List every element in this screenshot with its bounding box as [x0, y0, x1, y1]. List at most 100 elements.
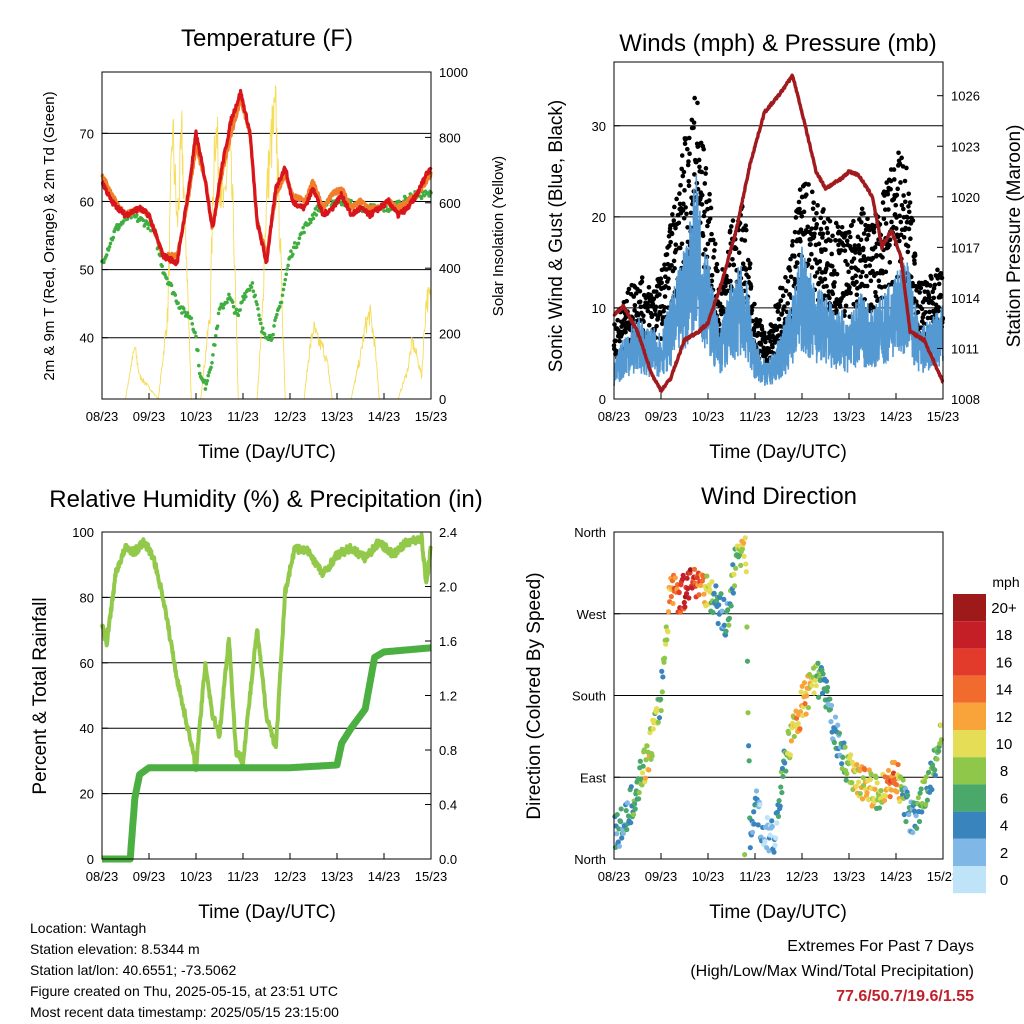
dewpoint-point: [205, 379, 210, 383]
direction-point: [783, 768, 789, 774]
dewpoint-point: [280, 293, 285, 298]
direction-point: [919, 809, 925, 815]
dewpoint-point: [193, 330, 197, 335]
direction-point: [701, 591, 707, 597]
direction-point: [641, 747, 647, 753]
gust-point: [692, 95, 697, 101]
gust-point: [758, 342, 764, 347]
direction-point: [938, 722, 944, 728]
direction-point: [776, 798, 782, 804]
gust-point: [612, 322, 617, 327]
gust-point: [866, 223, 871, 229]
gust-point: [830, 233, 835, 239]
gust-point: [914, 299, 919, 304]
direction-point: [798, 689, 804, 695]
dewpoint-point: [196, 348, 200, 353]
direction-point: [721, 622, 727, 628]
gust-point: [897, 213, 902, 219]
dewpoint-point: [231, 304, 236, 309]
gust-point: [731, 262, 737, 268]
direction-point: [646, 767, 652, 773]
direction-point: [774, 809, 780, 815]
direction-point: [624, 800, 630, 806]
gust-point: [830, 291, 836, 297]
gust-point: [899, 202, 905, 208]
gust-point: [892, 177, 897, 182]
humidity-ylabel-left: Percent & Total Rainfall: [30, 597, 51, 794]
gust-point: [853, 273, 858, 279]
elevation-text: Station elevation: 8.5344 m: [30, 941, 200, 957]
temp-9m-line: [100, 97, 433, 260]
direction-ytick-label: East: [580, 770, 606, 785]
direction-point: [624, 826, 630, 833]
legend-label: 18: [996, 627, 1013, 644]
gust-point: [705, 223, 710, 229]
gust-point: [906, 226, 912, 232]
gust-point: [677, 191, 682, 196]
direction-point: [649, 753, 655, 759]
humidity-xtick-label: 10/23: [180, 869, 213, 884]
direction-point: [844, 771, 850, 777]
gust-point: [905, 215, 910, 220]
direction-point: [777, 803, 783, 809]
direction-point: [775, 813, 782, 820]
gust-point: [730, 256, 735, 262]
direction-point: [726, 615, 733, 621]
gust-point: [657, 311, 663, 317]
temperature-ytick-label: 70: [80, 126, 94, 141]
gust-point: [665, 261, 671, 267]
direction-point: [710, 609, 716, 616]
direction-point: [849, 780, 855, 786]
gust-point: [812, 274, 818, 279]
gust-point: [805, 224, 811, 230]
dewpoint-point: [253, 293, 258, 298]
direction-point: [691, 566, 698, 572]
gust-point: [860, 269, 865, 275]
direction-point: [744, 658, 751, 664]
dewpoint-point: [294, 245, 299, 250]
gust-point: [817, 259, 823, 264]
dewpoint-point: [268, 333, 273, 338]
humidity-xtick-label: 15/23: [415, 869, 448, 884]
dewpoint-point: [160, 264, 164, 268]
gust-point: [702, 181, 708, 186]
gust-point: [880, 200, 886, 205]
legend-swatch: [953, 702, 986, 730]
winds-ytick-right-label: 1023: [951, 139, 980, 154]
gust-point: [927, 309, 932, 315]
gust-point: [866, 232, 871, 238]
dewpoint-point: [215, 324, 220, 329]
direction-point: [779, 789, 785, 796]
direction-point: [672, 575, 678, 581]
gust-point: [714, 261, 720, 267]
gust-point: [908, 236, 913, 241]
direction-point: [625, 813, 632, 819]
dewpoint-point: [225, 300, 229, 305]
gust-point: [837, 304, 843, 309]
gust-point: [818, 215, 824, 221]
direction-point: [731, 571, 737, 577]
direction-point: [632, 801, 638, 807]
gust-point: [624, 298, 629, 304]
direction-point: [805, 704, 811, 711]
direction-point: [716, 602, 722, 608]
gust-point: [847, 285, 852, 290]
gust-point: [776, 303, 782, 308]
humidity-ytick-label: 60: [80, 656, 94, 671]
gust-point: [893, 226, 899, 231]
gust-point: [812, 231, 817, 237]
gust-point: [816, 241, 822, 247]
gust-point: [844, 238, 850, 244]
dewpoint-point: [169, 283, 174, 288]
direction-point: [774, 820, 780, 826]
gust-point: [669, 262, 674, 268]
pressure-line: [612, 73, 945, 393]
gust-point: [850, 275, 855, 281]
gust-point: [834, 271, 840, 277]
gust-point: [835, 224, 841, 230]
gust-point: [757, 318, 763, 323]
gust-point: [871, 229, 877, 235]
dewpoint-point: [108, 241, 113, 246]
legend-swatch: [953, 621, 986, 649]
legend-swatch: [953, 838, 986, 866]
